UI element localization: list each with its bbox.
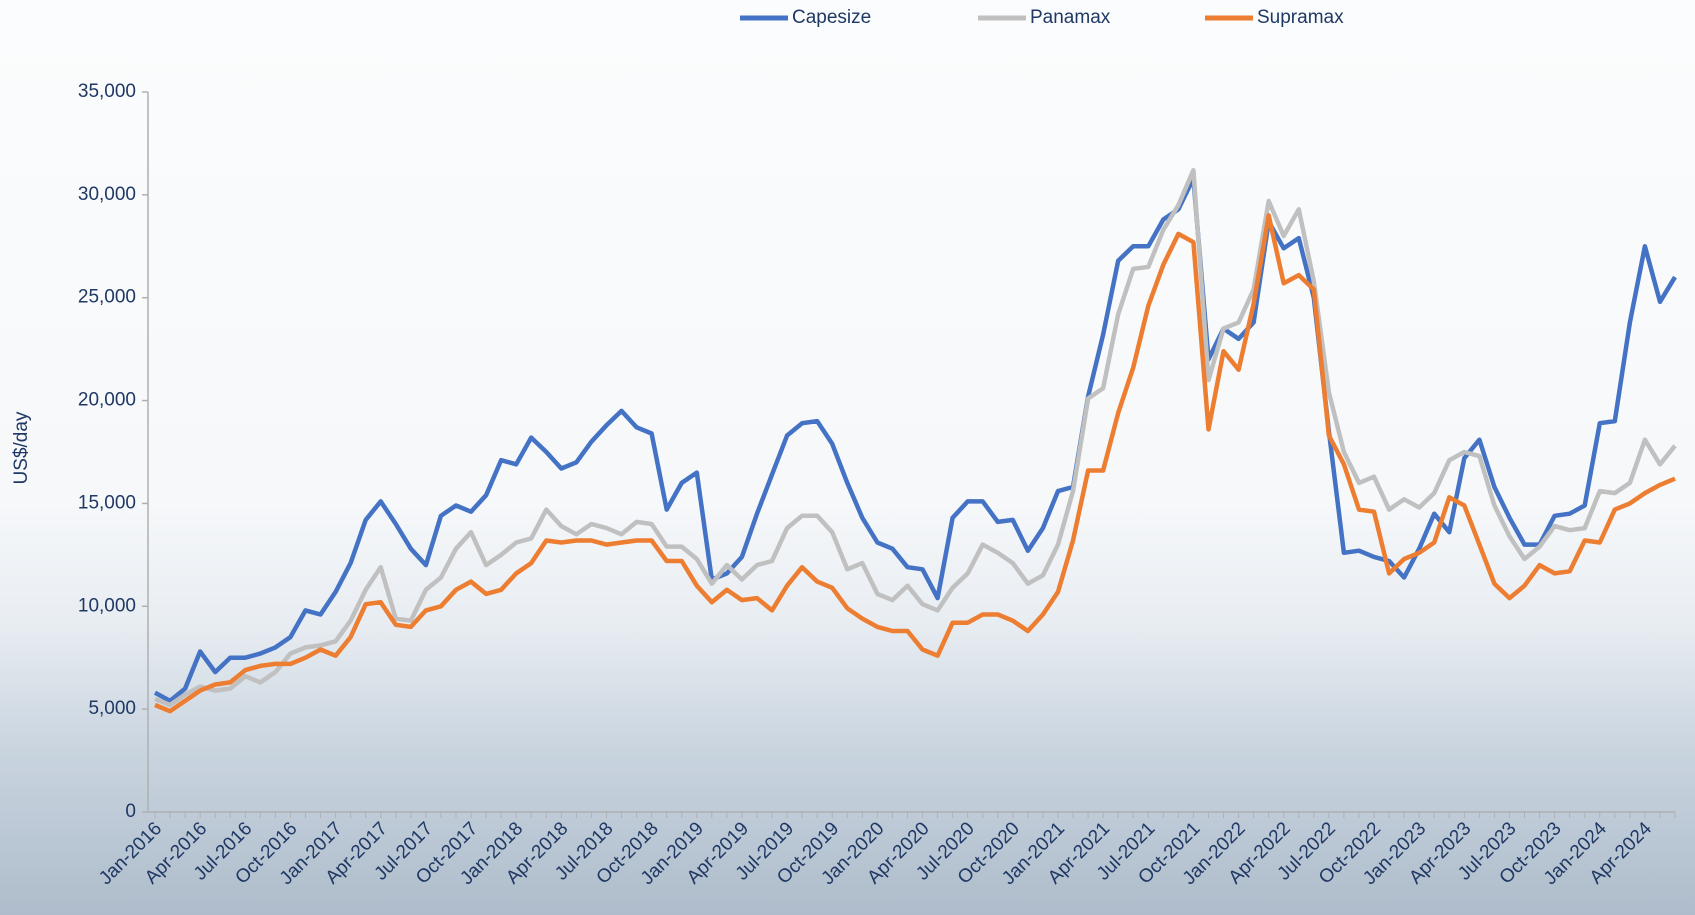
y-tick-label: 30,000	[78, 184, 136, 205]
series-line	[155, 178, 1675, 701]
y-tick-label: 5,000	[88, 698, 136, 719]
chart: US$/day 0 5,000 10,000 15,000 20,000 25,000 30…	[0, 0, 1695, 915]
y-tick-label: 0	[125, 801, 136, 822]
legend-label: Supramax	[1257, 7, 1344, 28]
y-tick-label: 15,000	[78, 492, 136, 513]
page: US$/day 0 5,000 10,000 15,000 20,000 25,000 30…	[0, 0, 1695, 915]
series-line	[155, 170, 1675, 705]
y-tick-label: 35,000	[78, 81, 136, 102]
y-tick-label: 10,000	[78, 595, 136, 616]
y-axis-label: US$/day	[11, 411, 32, 484]
legend-label: Capesize	[792, 7, 871, 28]
y-tick-label: 25,000	[78, 287, 136, 308]
legend-label: Panamax	[1030, 7, 1111, 28]
y-tick-label: 20,000	[78, 390, 136, 411]
